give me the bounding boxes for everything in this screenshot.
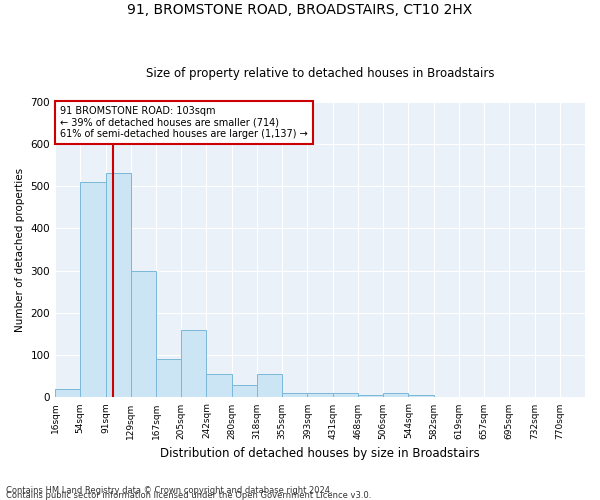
Bar xyxy=(358,396,383,398)
Bar xyxy=(409,396,434,398)
Bar xyxy=(232,384,257,398)
Bar xyxy=(181,330,206,398)
Title: Size of property relative to detached houses in Broadstairs: Size of property relative to detached ho… xyxy=(146,66,494,80)
Y-axis label: Number of detached properties: Number of detached properties xyxy=(15,168,25,332)
Bar xyxy=(206,374,232,398)
Bar xyxy=(257,374,282,398)
Bar xyxy=(131,270,156,398)
Bar xyxy=(282,393,307,398)
Bar xyxy=(106,174,131,398)
Bar xyxy=(55,389,80,398)
Bar xyxy=(307,393,332,398)
Text: Contains public sector information licensed under the Open Government Licence v3: Contains public sector information licen… xyxy=(6,491,371,500)
Text: 91, BROMSTONE ROAD, BROADSTAIRS, CT10 2HX: 91, BROMSTONE ROAD, BROADSTAIRS, CT10 2H… xyxy=(127,2,473,16)
Bar xyxy=(80,182,106,398)
X-axis label: Distribution of detached houses by size in Broadstairs: Distribution of detached houses by size … xyxy=(160,447,480,460)
Text: Contains HM Land Registry data © Crown copyright and database right 2024.: Contains HM Land Registry data © Crown c… xyxy=(6,486,332,495)
Bar xyxy=(383,393,409,398)
Bar xyxy=(156,360,181,398)
Bar xyxy=(332,393,358,398)
Text: 91 BROMSTONE ROAD: 103sqm
← 39% of detached houses are smaller (714)
61% of semi: 91 BROMSTONE ROAD: 103sqm ← 39% of detac… xyxy=(61,106,308,139)
